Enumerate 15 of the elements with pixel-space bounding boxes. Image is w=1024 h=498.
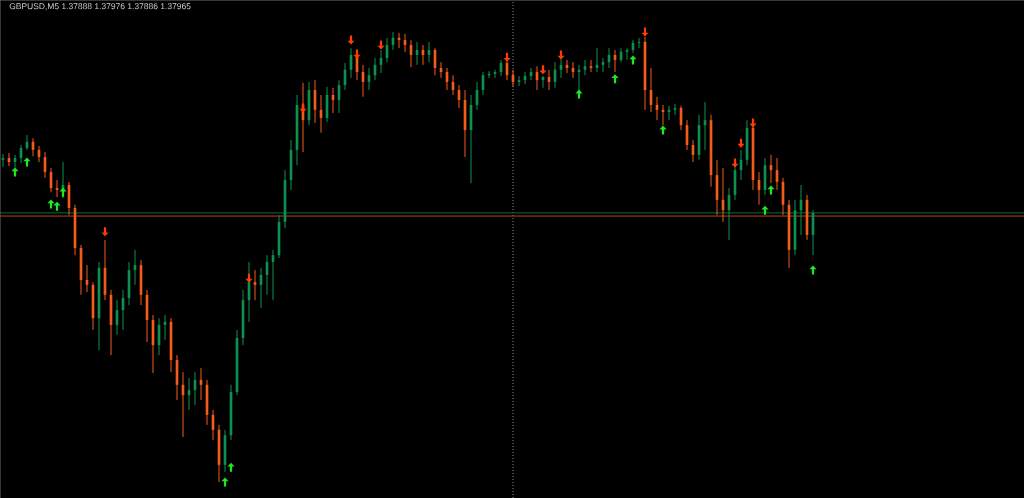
point <box>809 265 817 275</box>
chart-title: GBPUSD,M5 1.37888 1.37976 1.37886 1.37965 <box>9 3 191 11</box>
point <box>731 158 739 168</box>
point <box>227 462 235 472</box>
point <box>53 201 61 211</box>
point <box>101 227 109 237</box>
point <box>575 89 583 99</box>
point <box>23 157 31 167</box>
point <box>557 50 565 60</box>
point <box>749 118 757 128</box>
candlestick <box>637 37 641 49</box>
point <box>59 187 67 197</box>
point <box>659 125 667 135</box>
point <box>761 205 769 215</box>
point <box>539 65 547 75</box>
